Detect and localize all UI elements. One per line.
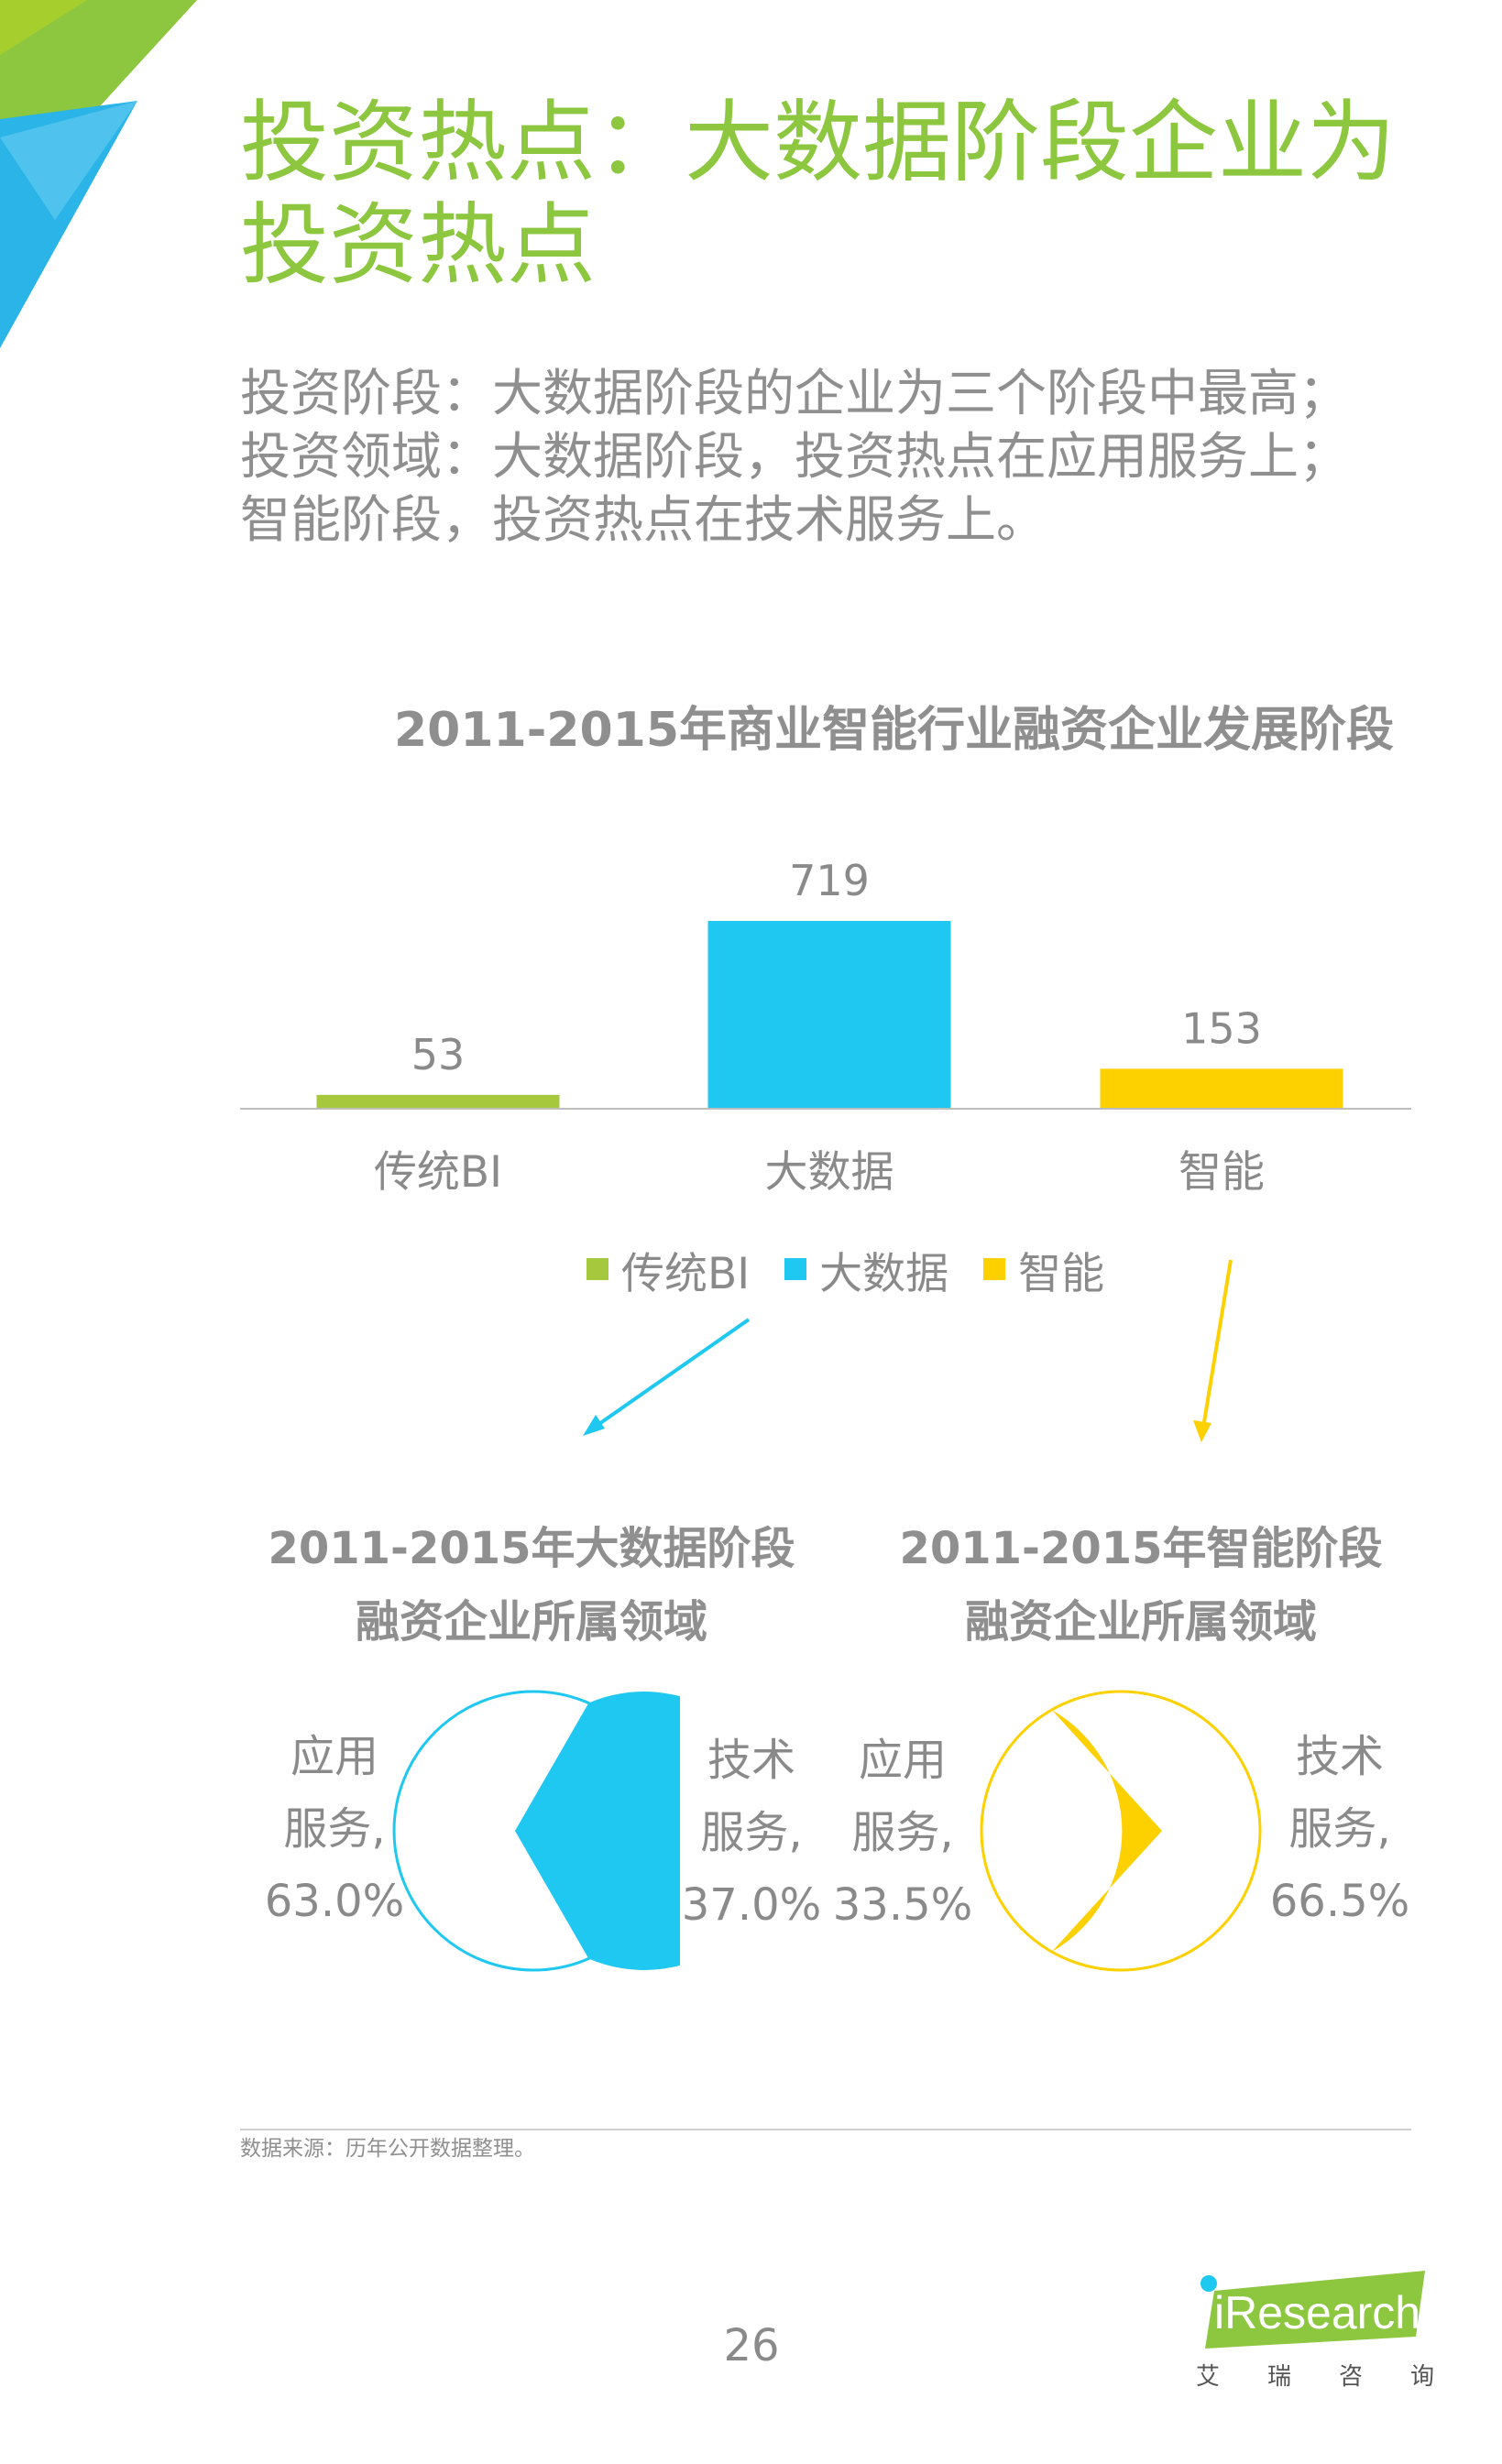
pie-title-line: 融资企业所属领域 — [964, 1596, 1317, 1648]
slice-label-line: 33.5% — [832, 1879, 973, 1931]
page-title: 投资热点：大数据阶段企业为 投资热点 — [240, 92, 1431, 297]
pie-chart-smart — [980, 1690, 1262, 1972]
category-label: 传统BI — [374, 1147, 502, 1198]
legend-label: 大数据 — [819, 1248, 949, 1299]
summary-text: 投资阶段：大数据阶段的企业为三个阶段中最高； 投资领域：大数据阶段，投资热点在应… — [240, 362, 1431, 552]
pie-title-line: 2011-2015年智能阶段 — [899, 1523, 1383, 1574]
logo-char: 瑞 — [1266, 2363, 1291, 2391]
slice-label-line: 服务, — [851, 1807, 954, 1858]
page-number: 26 — [723, 2320, 780, 2371]
iresearch-logo: iResearch 艾 瑞 咨 询 — [1196, 2271, 1434, 2399]
slice-label-bigdata-application: 应用 服务, 63.0% — [257, 1721, 412, 1938]
slice-label-line: 技术 — [707, 1735, 795, 1786]
corner-decoration — [0, 0, 197, 348]
summary-line: 智能阶段，投资热点在技术服务上。 — [240, 490, 1047, 549]
logo-mark-icon — [1201, 2271, 1425, 2349]
summary-line: 投资阶段：大数据阶段的企业为三个阶段中最高； — [240, 364, 1350, 422]
logo-char: 询 — [1409, 2363, 1434, 2391]
pie-slice-unfilled — [980, 1690, 1262, 1972]
pie-title-line: 2011-2015年大数据阶段 — [268, 1523, 795, 1574]
page-title-line: 投资热点：大数据阶段企业为 — [240, 91, 1396, 194]
category-label: 大数据 — [765, 1147, 894, 1198]
summary-line: 投资领域：大数据阶段，投资热点在应用服务上； — [240, 427, 1350, 486]
arrow-to-smart-icon — [1193, 1259, 1233, 1442]
legend-item: 大数据 — [784, 1238, 948, 1301]
slice-label-line: 服务, — [700, 1807, 803, 1858]
bar-data-label: 153 — [1181, 1003, 1262, 1053]
bar-chart: 53 传统BI 719 大数据 153 智能 — [240, 856, 1411, 1198]
slice-label-line: 66.5% — [1269, 1876, 1410, 1927]
logo-chinese-name: 艾 瑞 咨 询 — [1196, 2360, 1434, 2393]
slice-label-smart-technology: 技术 服务, 66.5% — [1262, 1721, 1418, 1938]
pie-title-smart: 2011-2015年智能阶段 融资企业所属领域 — [866, 1512, 1416, 1659]
arrows — [583, 1259, 1233, 1442]
arrow-to-bigdata-icon — [583, 1318, 751, 1436]
pie-slice-filled — [515, 1692, 680, 1970]
slice-label-line: 应用 — [858, 1735, 947, 1786]
slice-label-line: 服务, — [283, 1803, 386, 1855]
slice-label-line: 技术 — [1295, 1731, 1384, 1782]
logo-wordmark: iResearch — [1214, 2287, 1421, 2338]
bar-2 — [707, 921, 951, 1109]
source-divider — [240, 2129, 1411, 2130]
bar-data-label: 53 — [411, 1030, 466, 1079]
logo-char: 咨 — [1338, 2363, 1363, 2391]
legend-item: 智能 — [983, 1238, 1104, 1301]
legend-swatch — [784, 1258, 807, 1280]
bar-1 — [316, 1094, 560, 1109]
legend-item: 传统BI — [587, 1238, 750, 1301]
category-label: 智能 — [1179, 1147, 1265, 1198]
logo-char: 艾 — [1196, 2363, 1221, 2391]
bar-chart-title: 2011-2015年商业智能行业融资企业发展阶段 — [394, 703, 1395, 758]
pie-title-bigdata: 2011-2015年大数据阶段 融资企业所属领域 — [257, 1512, 806, 1659]
slice-label-line: 37.0% — [681, 1879, 822, 1931]
bar-3 — [1100, 1068, 1343, 1109]
pie-slice-filled — [1051, 1709, 1162, 1953]
slice-label-line: 服务, — [1288, 1803, 1391, 1855]
legend-label: 智能 — [1018, 1248, 1105, 1299]
pie-chart-bigdata — [392, 1690, 680, 1972]
legend-swatch — [983, 1258, 1006, 1280]
page-title-line: 投资热点 — [240, 193, 596, 297]
pie-title-line: 融资企业所属领域 — [355, 1596, 707, 1648]
slice-label-smart-application: 应用 服务, 33.5% — [825, 1725, 981, 1942]
bar-chart-legend: 传统BI 大数据 智能 — [587, 1237, 1104, 1301]
legend-swatch — [587, 1258, 608, 1280]
data-source-note: 数据来源：历年公开数据整理。 — [240, 2137, 535, 2161]
slice-label-line: 应用 — [290, 1731, 378, 1782]
legend-label: 传统BI — [621, 1248, 751, 1299]
slice-label-bigdata-technology: 技术 服务, 37.0% — [674, 1725, 829, 1942]
slice-label-line: 63.0% — [264, 1876, 405, 1927]
bar-data-label: 719 — [789, 856, 870, 905]
